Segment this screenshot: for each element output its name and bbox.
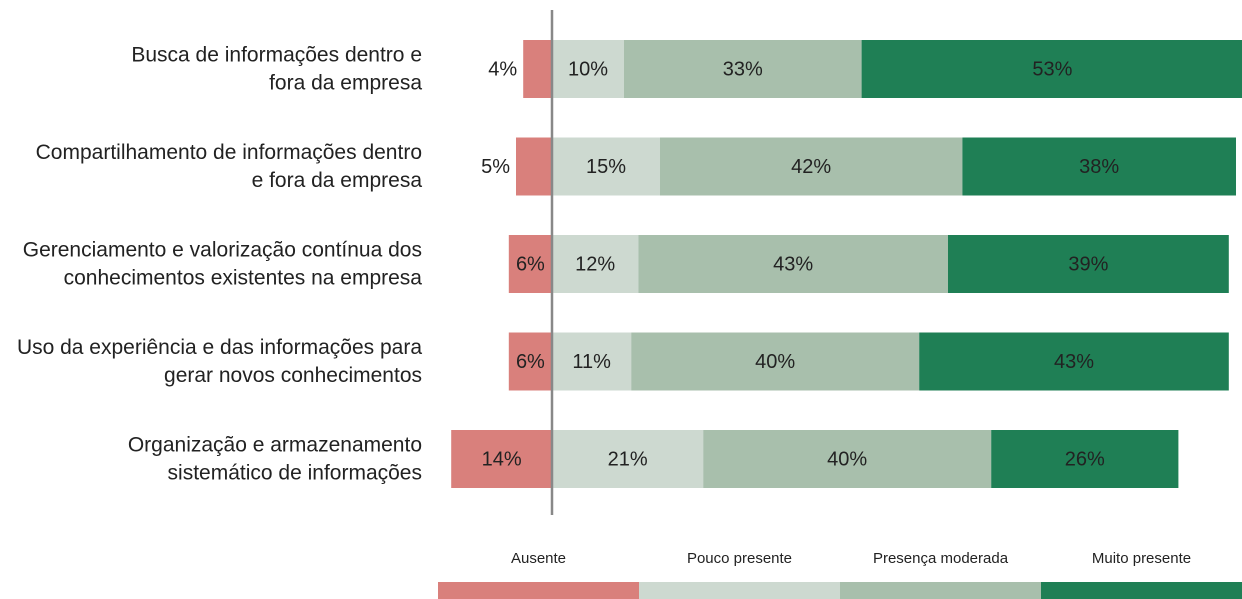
legend-label: Muito presente	[1092, 550, 1191, 567]
category-label: sistemático de informações	[168, 462, 422, 485]
bar-segment	[638, 235, 948, 293]
category-label: gerar novos conhecimentos	[164, 364, 422, 387]
bar-segment	[703, 430, 992, 488]
bar-segment	[451, 430, 552, 488]
value-label: 15%	[586, 156, 626, 178]
category-label: Compartilhamento de informações dentro	[36, 141, 422, 164]
category-label: fora da empresa	[269, 72, 422, 95]
bar-segment	[552, 137, 660, 196]
bar-segment	[962, 137, 1236, 196]
value-label: 40%	[755, 351, 795, 373]
bar-segment	[861, 40, 1242, 98]
bar-segment	[552, 332, 632, 391]
value-label: 38%	[1079, 156, 1119, 178]
bar-segment	[991, 430, 1179, 488]
value-label: 53%	[1032, 58, 1072, 80]
value-label: 39%	[1068, 253, 1108, 275]
value-label: 5%	[481, 156, 510, 178]
value-label: 10%	[568, 58, 608, 80]
bar-segment	[552, 235, 639, 293]
value-label: 43%	[773, 253, 813, 275]
category-label: Busca de informações dentro e	[131, 44, 422, 67]
bar-segment	[948, 235, 1229, 293]
value-label: 43%	[1054, 351, 1094, 373]
bar-segment	[660, 137, 963, 196]
value-label: 6%	[516, 253, 545, 275]
bar-segment	[631, 332, 920, 391]
value-label: 12%	[575, 253, 615, 275]
value-label: 26%	[1065, 448, 1105, 470]
bar-segment	[552, 430, 704, 488]
value-label: 40%	[827, 448, 867, 470]
legend-label: Pouco presente	[687, 550, 792, 567]
category-label: Gerenciamento e valorização contínua dos	[23, 239, 422, 262]
value-label: 21%	[608, 448, 648, 470]
category-label: e fora da empresa	[252, 169, 423, 192]
legend-swatch	[438, 582, 639, 599]
bar-segment	[624, 40, 862, 98]
value-label: 11%	[572, 351, 611, 373]
category-label: Organização e armazenamento	[128, 434, 422, 457]
value-label: 33%	[723, 58, 763, 80]
bar-segment	[523, 40, 552, 98]
value-label: 4%	[488, 58, 517, 80]
bar-segment	[516, 137, 552, 196]
bar-segment	[919, 332, 1229, 391]
bar-segment	[508, 332, 552, 391]
value-label: 6%	[516, 351, 545, 373]
value-label: 14%	[482, 448, 522, 470]
category-label: conhecimentos existentes na empresa	[64, 267, 423, 290]
legend-swatch	[1041, 582, 1242, 599]
bar-segment	[552, 40, 624, 98]
legend-label: Ausente	[511, 550, 566, 567]
category-label: Uso da experiência e das informações par…	[17, 336, 422, 359]
bar-segment	[508, 235, 552, 293]
legend-swatch	[840, 582, 1041, 599]
legend-swatch	[639, 582, 840, 599]
value-label: 42%	[791, 156, 831, 178]
legend-label: Presença moderada	[873, 550, 1009, 567]
